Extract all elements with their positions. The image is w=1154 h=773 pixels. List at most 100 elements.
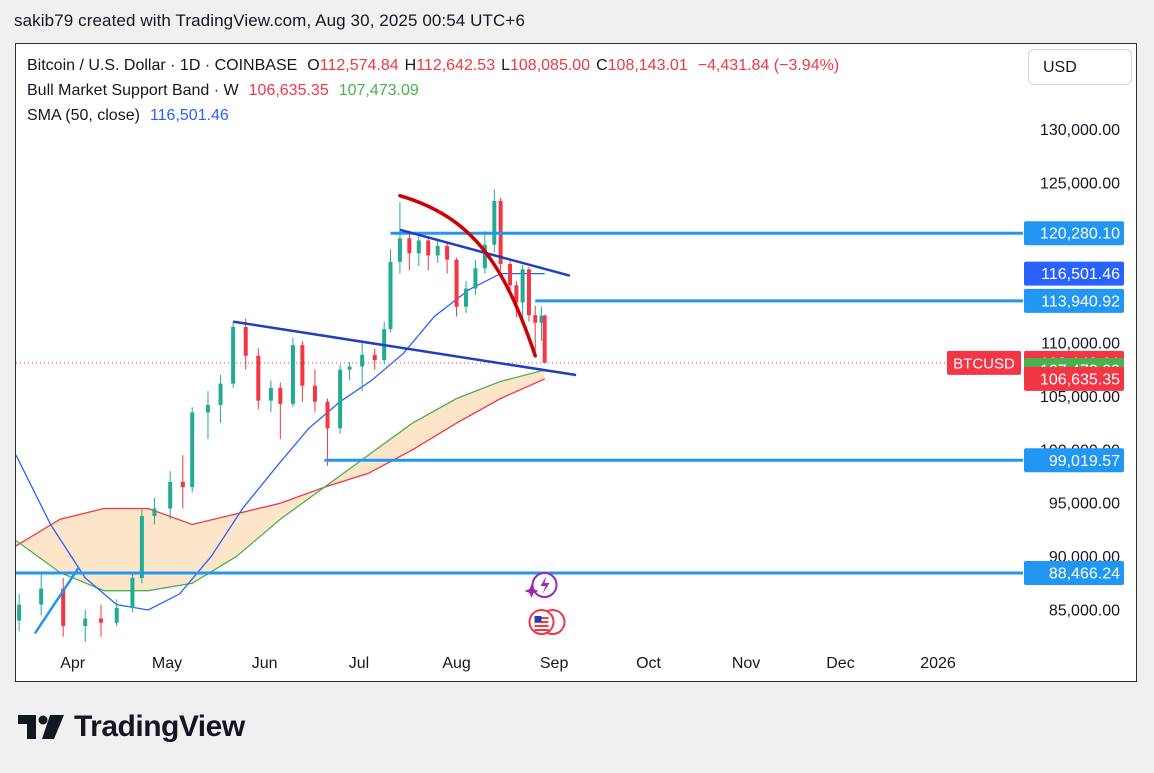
x-tick-label: 2026 <box>920 655 956 672</box>
candle-body <box>508 263 513 286</box>
level-price-label: 88,466.24 <box>1024 560 1124 585</box>
candle <box>473 259 478 295</box>
candle <box>180 455 185 509</box>
candle-body <box>39 588 44 605</box>
footer-branding: TradingView <box>18 710 245 744</box>
close-key: C <box>596 57 608 74</box>
high-value: 112,642.53 <box>416 57 496 74</box>
candle <box>508 259 513 293</box>
candle <box>360 343 365 392</box>
candle-body <box>243 326 248 356</box>
level-price-label-text: 120,280.10 <box>1040 226 1120 243</box>
symbol-label[interactable]: Bitcoin / U.S. Dollar · 1D · COINBASE <box>27 57 298 74</box>
candle <box>290 337 295 408</box>
candle <box>520 265 525 324</box>
candle <box>190 407 195 493</box>
bmsb-label[interactable]: Bull Market Support Band · W <box>27 82 239 99</box>
currency-button[interactable]: USD <box>1028 49 1132 85</box>
candle-body <box>454 259 459 307</box>
curved-arc-drawing <box>398 193 537 358</box>
candle-body <box>473 268 478 289</box>
legend-bmsb-row[interactable]: Bull Market Support Band · W 106,635.35 … <box>27 78 839 103</box>
x-tick-label: Apr <box>60 655 86 672</box>
x-tick-label: Jul <box>349 655 369 672</box>
candle <box>300 340 305 402</box>
economic-events-marker <box>524 572 566 635</box>
candle <box>347 362 352 381</box>
open-value: 112,574.84 <box>319 57 399 74</box>
candle-body <box>435 245 440 256</box>
y-tick-label: 95,000.00 <box>1049 496 1120 513</box>
candle <box>388 249 393 333</box>
candle <box>397 202 402 274</box>
bmsb-band-fill <box>16 370 545 591</box>
candle-body <box>539 315 544 323</box>
candle-body <box>372 354 377 361</box>
bmsb-sma-value: 106,635.35 <box>248 82 329 99</box>
candle-body <box>360 354 365 367</box>
candle <box>464 281 469 314</box>
candle <box>325 398 330 466</box>
candle-body <box>407 238 412 254</box>
candle <box>514 281 519 318</box>
x-tick-label: May <box>152 655 182 672</box>
y-tick-label: 110,000.00 <box>1041 336 1120 353</box>
candle-body <box>61 588 66 626</box>
indicator-price-label-text: 106,635.35 <box>1040 371 1120 388</box>
y-tick-label: 105,000.00 <box>1040 389 1120 406</box>
candle <box>152 497 157 525</box>
candle <box>231 321 236 388</box>
price-chart[interactable]: 85,000.0090,000.0095,000.00100,000.00105… <box>16 44 1136 681</box>
candle-body <box>312 385 317 402</box>
y-tick-label: 85,000.00 <box>1049 602 1120 619</box>
level-price-label: 99,019.57 <box>1024 448 1124 473</box>
candle <box>372 348 377 370</box>
candle-body <box>130 577 135 608</box>
tradingview-brand-text: TradingView <box>74 710 245 743</box>
candle-body <box>520 269 525 303</box>
candle-body <box>139 515 144 578</box>
open-key: O <box>307 57 320 74</box>
candle-body <box>256 355 261 401</box>
candle <box>539 306 544 341</box>
candle <box>533 305 538 354</box>
bmsb-ema-value: 107,473.09 <box>338 82 419 99</box>
candle <box>454 257 459 317</box>
candle-body <box>114 607 119 623</box>
candle-body <box>268 387 273 401</box>
candle-body <box>482 244 487 269</box>
candle <box>526 267 531 322</box>
x-tick-label: Sep <box>540 655 569 672</box>
candle-body <box>338 369 343 429</box>
candle <box>130 572 135 613</box>
candle-body <box>218 383 223 405</box>
sma-label[interactable]: SMA (50, close) <box>27 107 140 124</box>
candle <box>542 314 547 364</box>
indicator-price-label-bg <box>1024 366 1124 391</box>
candle-body <box>464 288 469 307</box>
change-value: −4,431.84 (−3.94%) <box>697 57 840 74</box>
x-tick-label: Nov <box>732 655 760 672</box>
candle <box>426 236 431 271</box>
candle <box>416 234 421 267</box>
legend-sma-row[interactable]: SMA (50, close) 116,501.46 <box>27 103 839 128</box>
candle-body <box>205 404 210 413</box>
indicator-price-label-bg <box>1024 261 1124 286</box>
level-price-label-bg <box>1024 560 1124 585</box>
chart-header: sakib79 created with TradingView.com, Au… <box>14 11 526 30</box>
candle-body <box>98 618 103 623</box>
sparkle-glyph <box>524 584 539 598</box>
flag-canton <box>534 616 542 622</box>
level-price-label: 120,280.10 <box>1024 221 1124 246</box>
trendline <box>232 320 577 377</box>
bmsb-sma-line <box>16 378 545 547</box>
indicator-price-label: 106,635.35 <box>1024 366 1124 391</box>
candle-body <box>445 245 450 260</box>
candle <box>382 321 387 365</box>
candle-body <box>514 285 519 303</box>
candle <box>278 382 283 440</box>
chart-frame[interactable]: 85,000.0090,000.0095,000.00100,000.00105… <box>15 43 1137 682</box>
x-tick-label: Aug <box>442 655 470 672</box>
